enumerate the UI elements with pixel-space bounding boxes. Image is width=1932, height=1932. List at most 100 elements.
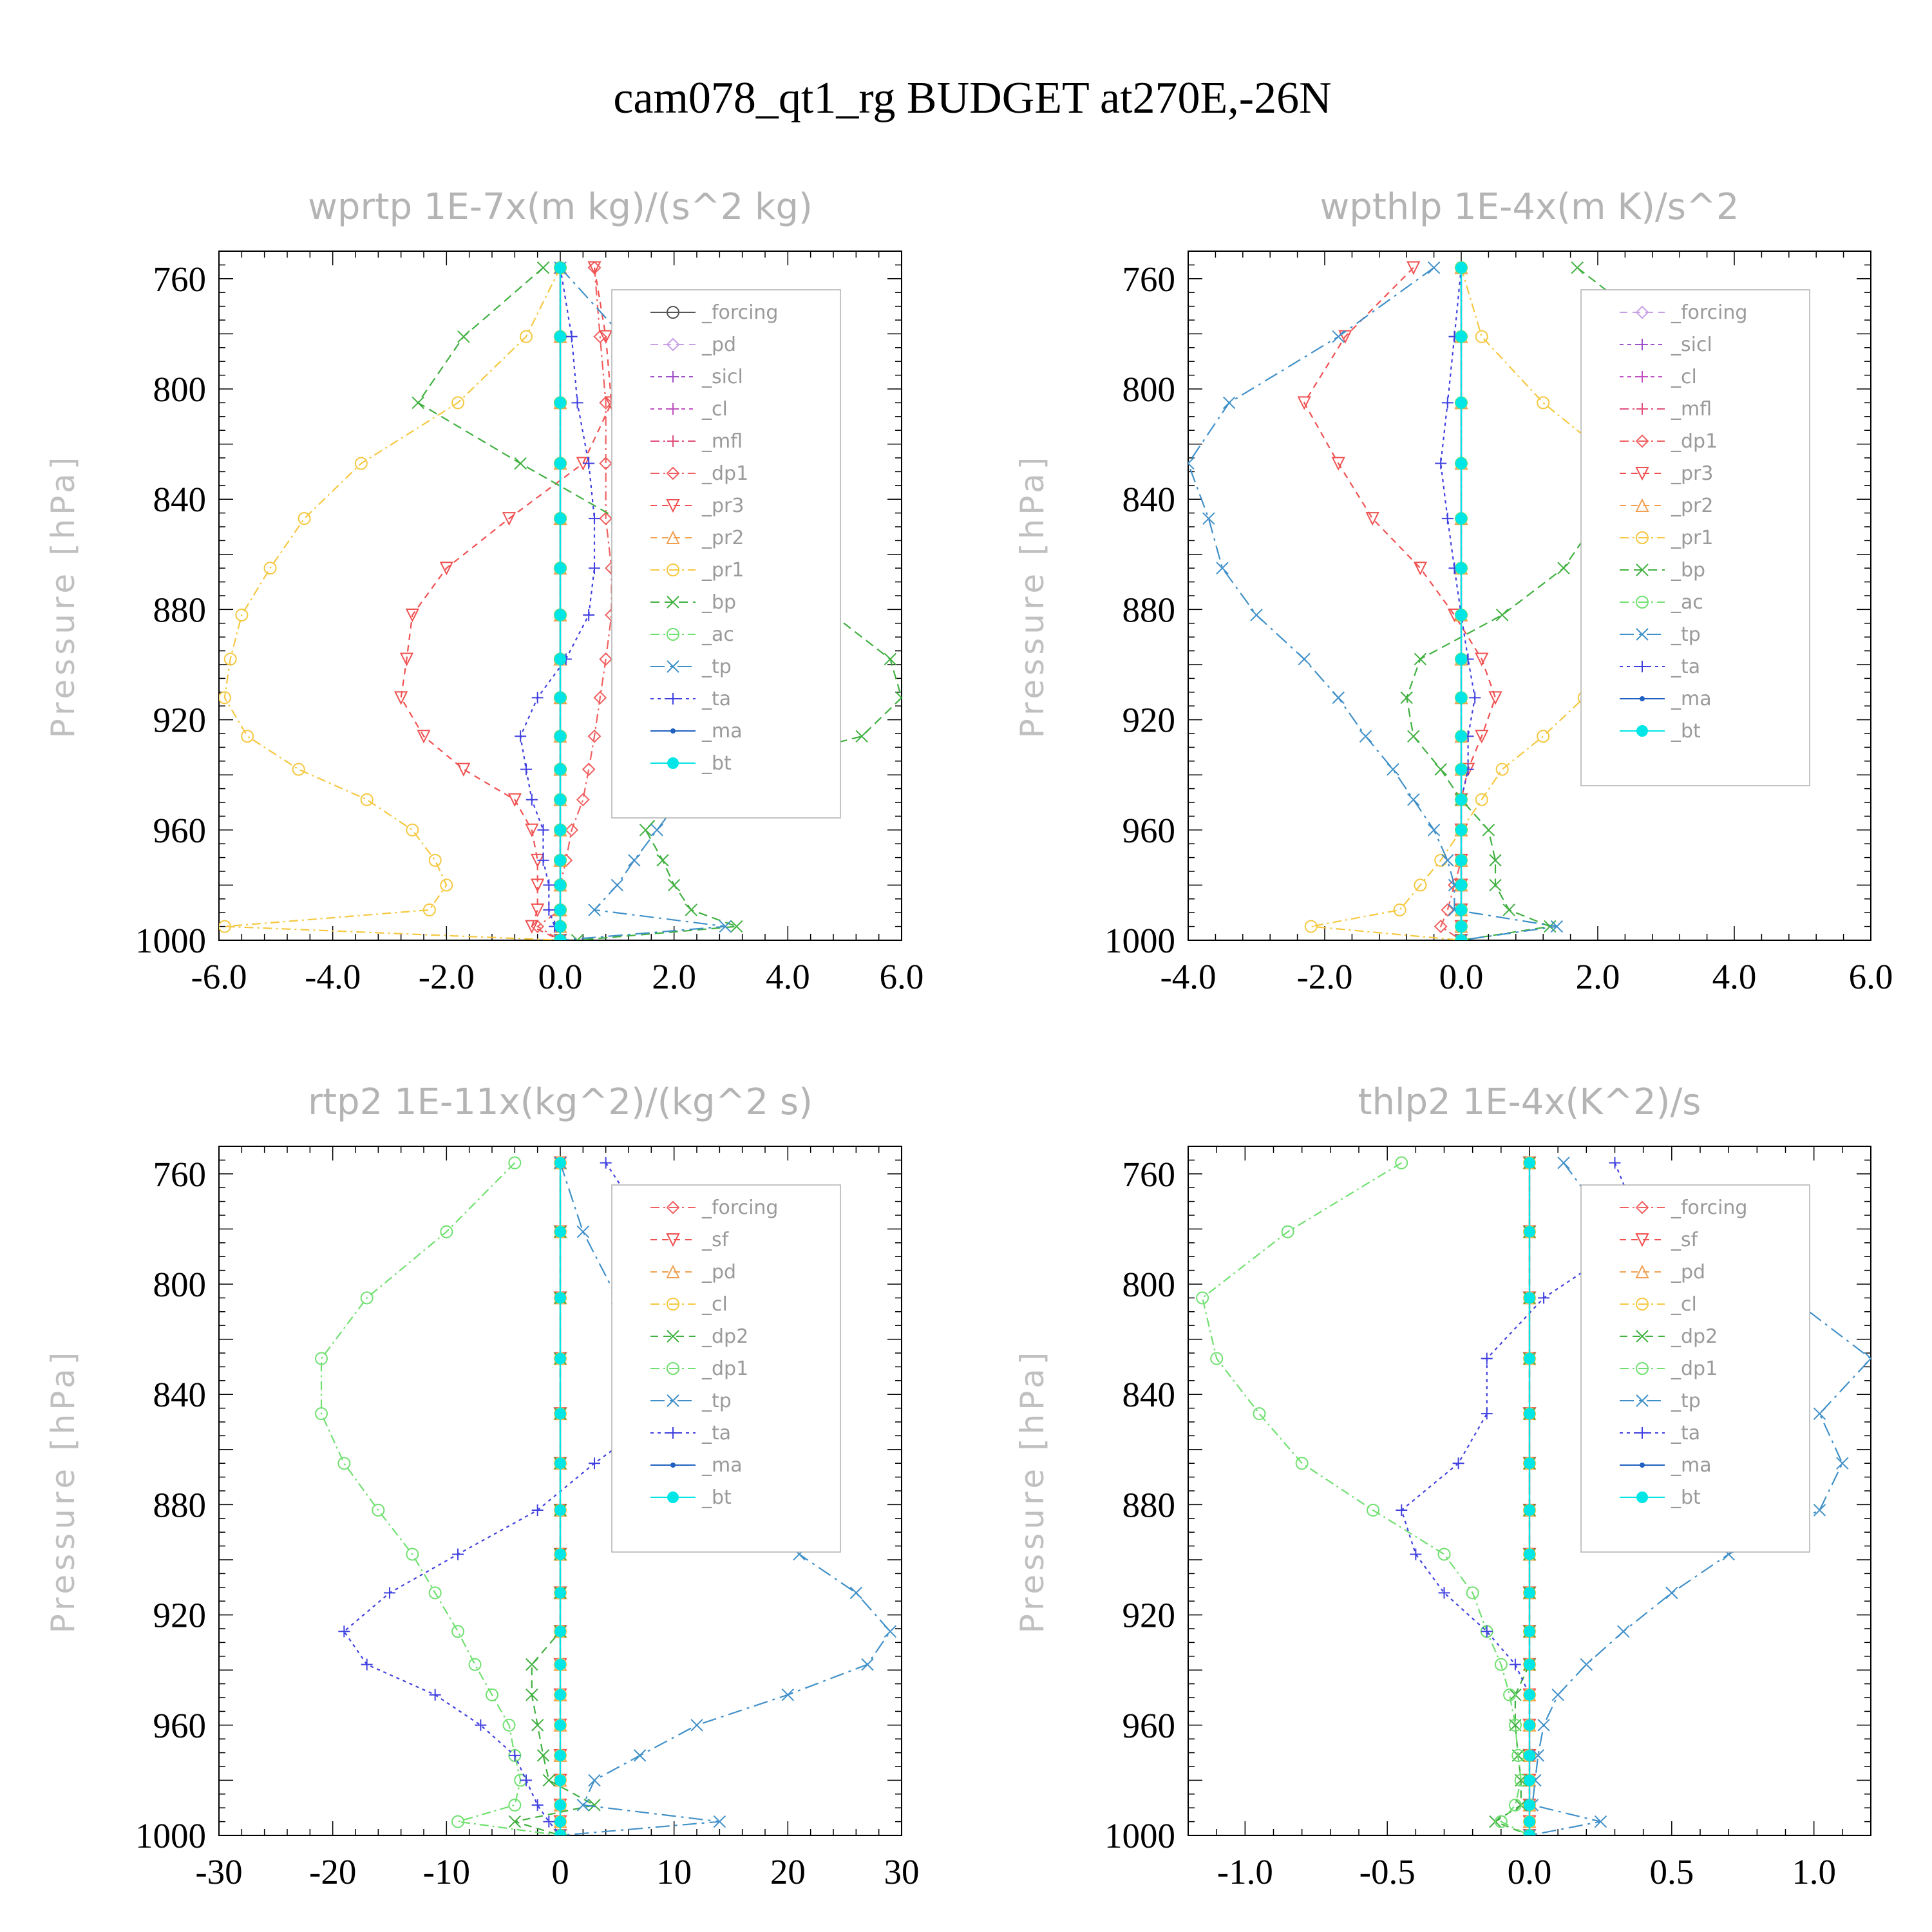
y-tick-label: 1000 <box>135 1816 206 1855</box>
series-line <box>1303 267 1497 940</box>
legend-label: _ac <box>701 623 734 646</box>
data-point <box>502 512 516 526</box>
data-point <box>666 1200 680 1215</box>
data-point <box>531 692 544 704</box>
data-point <box>587 261 601 275</box>
data-point <box>1414 652 1427 666</box>
data-point <box>360 1291 374 1305</box>
data-point <box>1524 1830 1535 1835</box>
data-point <box>667 435 679 447</box>
data-point <box>1332 691 1345 705</box>
data-point <box>1640 1463 1645 1468</box>
data-point <box>1253 1407 1266 1421</box>
chart-panel: thlp2 1E-4x(K^2)/s Pressure [hPa] 760 800 84… <box>1014 1081 1871 1891</box>
data-point <box>576 793 590 807</box>
data-point <box>1836 1457 1849 1470</box>
data-point <box>451 1625 464 1638</box>
data-point <box>1481 1352 1493 1365</box>
data-point <box>429 1689 441 1701</box>
x-tick-label: -4.0 <box>305 957 361 996</box>
data-point <box>667 628 679 641</box>
data-point <box>554 1504 566 1516</box>
data-point <box>531 1719 544 1732</box>
data-point <box>235 608 249 621</box>
data-point <box>406 1548 419 1561</box>
data-point <box>1636 596 1649 609</box>
x-tick-label: 0.0 <box>1508 1852 1552 1891</box>
y-tick-label: 800 <box>153 1265 207 1304</box>
data-point <box>571 397 583 409</box>
data-point <box>554 1226 566 1238</box>
y-tick-label: 920 <box>1122 1596 1176 1635</box>
y-tick-label: 760 <box>1122 1155 1176 1194</box>
data-point <box>1635 1264 1649 1278</box>
legend-label: _mfl <box>1671 398 1712 421</box>
data-point <box>1524 1548 1535 1560</box>
data-point <box>1395 1156 1408 1170</box>
legend-label: _pd <box>1671 1261 1705 1283</box>
data-point <box>589 1457 600 1470</box>
data-point <box>884 1625 897 1638</box>
data-point <box>1481 1625 1493 1638</box>
data-point <box>599 511 613 526</box>
data-point <box>520 763 532 775</box>
data-point <box>468 1658 482 1671</box>
data-point <box>1550 920 1564 933</box>
panel-title: rtp2 1E-11x(kg^2)/(kg^2 s) <box>308 1081 813 1123</box>
data-point <box>1557 1156 1570 1170</box>
data-point <box>1524 1226 1535 1238</box>
data-point <box>354 457 368 470</box>
data-point <box>1387 762 1399 776</box>
data-point <box>576 1225 590 1238</box>
x-tick-label: 0.5 <box>1649 1852 1694 1891</box>
data-point <box>1524 1689 1535 1701</box>
data-point <box>667 693 679 705</box>
data-point <box>1636 371 1648 383</box>
data-point <box>1297 396 1311 410</box>
data-point <box>1489 878 1502 892</box>
data-point <box>593 330 607 344</box>
legend-label: _ta <box>1671 1422 1700 1444</box>
data-point <box>1455 653 1467 665</box>
data-point <box>588 1774 601 1787</box>
data-point <box>600 1157 612 1169</box>
data-point <box>571 934 584 940</box>
y-tick-label: 840 <box>153 1375 207 1414</box>
data-point <box>861 1658 874 1671</box>
legend-label: _ta <box>1671 656 1700 678</box>
data-point <box>1455 562 1467 574</box>
y-axis-label: Pressure [hPa] <box>1014 453 1051 739</box>
data-point <box>1636 1298 1649 1311</box>
data-point <box>730 920 743 933</box>
data-point <box>1434 853 1448 867</box>
legend-label: _tp <box>1671 623 1701 646</box>
data-point <box>1359 730 1372 743</box>
data-point <box>781 1689 795 1701</box>
data-point <box>1338 330 1352 344</box>
data-point <box>1441 854 1454 867</box>
data-point <box>508 1156 522 1170</box>
series-line <box>1529 1162 1871 1835</box>
x-tick-label: -20 <box>309 1852 356 1891</box>
legend-label: _ma <box>701 1454 743 1477</box>
data-point <box>1571 261 1584 274</box>
data-point <box>554 793 566 806</box>
data-point <box>554 562 566 574</box>
legend-label: _tp <box>1671 1390 1701 1412</box>
data-point <box>1537 730 1550 743</box>
legend-label: _bt <box>701 752 732 775</box>
legend-label: _dp1 <box>701 1358 748 1380</box>
chart-panel: wprtp 1E-7x(m kg)/(s^2 kg) Pressure [hPa]… <box>44 186 923 996</box>
data-point <box>1475 652 1489 667</box>
y-tick-label: 960 <box>153 1706 207 1745</box>
data-point <box>399 652 414 667</box>
x-tick-label: 30 <box>884 1852 920 1891</box>
data-point <box>554 609 566 621</box>
y-tick-label: 920 <box>153 1596 207 1635</box>
data-point <box>1636 628 1649 641</box>
data-point <box>554 653 566 665</box>
chart-panel: wpthlp 1E-4x(m K)/s^2 Pressure [hPa] 760 80… <box>1014 186 1893 996</box>
x-tick-label: 20 <box>770 1852 806 1891</box>
data-point <box>440 1225 453 1238</box>
legend-label: _ma <box>1671 1454 1712 1477</box>
